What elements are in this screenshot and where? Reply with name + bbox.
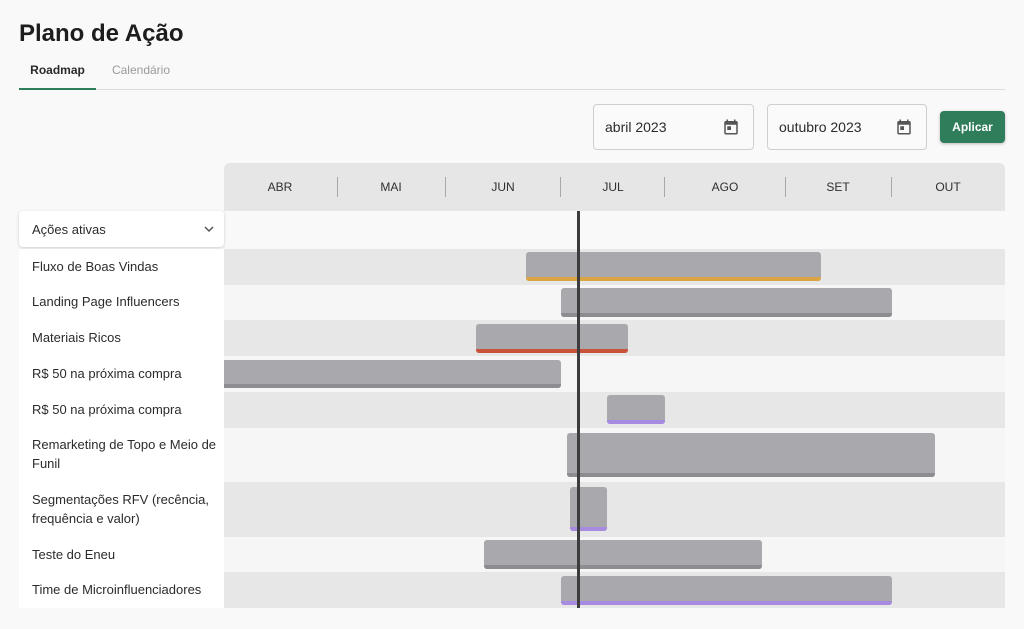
month-divider [664, 177, 665, 197]
month-mai: MAI [380, 180, 402, 194]
tab-roadmap[interactable]: Roadmap [19, 56, 96, 90]
bar-status-stripe [526, 277, 821, 281]
tab-bar: Roadmap Calendário [19, 56, 1005, 90]
calendar-icon[interactable] [722, 118, 740, 136]
tab-calendario[interactable]: Calendário [111, 63, 171, 77]
action-bar[interactable] [484, 540, 762, 569]
action-bar[interactable] [526, 252, 821, 281]
end-date-value: outubro 2023 [779, 119, 862, 135]
timeline-header: ABR MAI JUN JUL AGO SET OUT [224, 163, 1005, 211]
month-jul: JUL [602, 180, 624, 194]
month-divider [560, 177, 561, 197]
month-jun: JUN [491, 180, 515, 194]
action-bar[interactable] [561, 576, 892, 605]
action-bar[interactable] [607, 395, 665, 424]
bar-status-stripe [567, 473, 935, 477]
action-label[interactable]: R$ 50 na próxima compra [32, 402, 182, 417]
start-date-field[interactable]: abril 2023 [593, 104, 754, 150]
bar-status-stripe [476, 349, 628, 353]
month-out: OUT [935, 180, 961, 194]
apply-button[interactable]: Aplicar [940, 111, 1005, 143]
month-divider [891, 177, 892, 197]
start-date-value: abril 2023 [605, 119, 667, 135]
action-label[interactable]: Teste do Eneu [32, 547, 116, 562]
action-label[interactable]: Fluxo de Boas Vindas [32, 259, 159, 274]
action-bar[interactable] [567, 433, 935, 477]
action-bar[interactable] [224, 360, 561, 388]
month-divider [337, 177, 338, 197]
action-list: Fluxo de Boas Vindas Landing Page Influe… [19, 249, 224, 608]
month-ago: AGO [711, 180, 739, 194]
action-label[interactable]: Remarketing de Topo e Meio de Funil [32, 437, 217, 471]
action-bar[interactable] [570, 487, 607, 531]
action-bar[interactable] [561, 288, 892, 317]
page-title: Plano de Ação [19, 20, 184, 47]
month-set: SET [826, 180, 850, 194]
month-divider [785, 177, 786, 197]
end-date-field[interactable]: outubro 2023 [767, 104, 927, 150]
active-actions-select[interactable]: Ações ativas [19, 211, 224, 247]
bar-status-stripe [484, 565, 762, 569]
bar-status-stripe [561, 601, 892, 605]
bar-status-stripe [224, 384, 561, 388]
chevron-down-icon [204, 226, 214, 233]
action-label[interactable]: Landing Page Influencers [32, 294, 180, 309]
today-marker [577, 211, 580, 608]
bar-status-stripe [607, 420, 665, 424]
bar-status-stripe [561, 313, 892, 317]
active-actions-label: Ações ativas [32, 222, 106, 237]
calendar-icon[interactable] [895, 118, 913, 136]
timeline-row [224, 482, 1005, 537]
action-bar[interactable] [476, 324, 628, 353]
action-label[interactable]: Time de Microinfluenciadores [32, 582, 202, 597]
bar-status-stripe [570, 527, 607, 531]
month-divider [445, 177, 446, 197]
action-label[interactable]: Segmentações RFV (recência, frequência e… [32, 492, 210, 526]
action-label[interactable]: R$ 50 na próxima compra [32, 366, 182, 381]
action-label[interactable]: Materiais Ricos [32, 330, 121, 345]
month-abr: ABR [267, 180, 293, 194]
